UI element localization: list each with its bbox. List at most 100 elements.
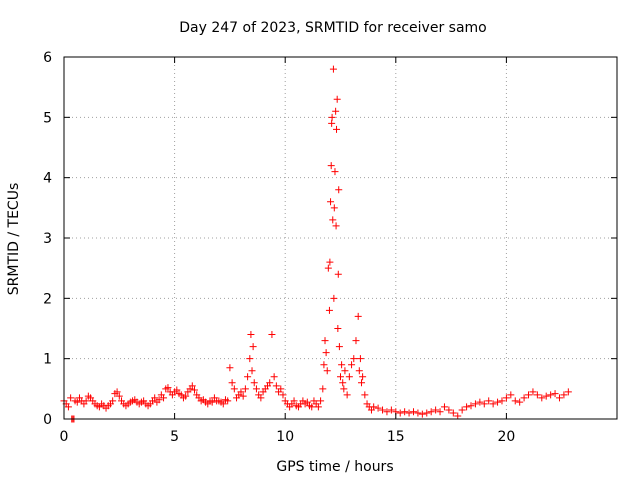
data-points <box>60 65 572 423</box>
data-point <box>188 382 196 390</box>
data-point <box>323 367 331 375</box>
y-tick-label: 2 <box>43 291 52 307</box>
data-point <box>560 391 568 399</box>
y-tick-label: 0 <box>43 412 52 428</box>
data-point <box>334 325 342 332</box>
data-point <box>279 391 287 399</box>
x-tick-label: 15 <box>387 429 405 445</box>
data-point <box>325 306 333 314</box>
data-point <box>151 394 159 402</box>
data-point <box>272 382 280 390</box>
data-point <box>330 204 338 212</box>
data-point <box>511 397 519 405</box>
y-tick-label: 3 <box>43 231 52 247</box>
data-point <box>326 258 334 266</box>
data-point <box>327 162 335 170</box>
data-point <box>333 125 341 133</box>
data-point <box>239 392 247 400</box>
data-point <box>547 391 555 399</box>
data-point <box>350 355 358 363</box>
grid <box>64 57 617 419</box>
x-tick-label: 5 <box>170 429 179 445</box>
data-point <box>321 337 329 345</box>
data-point <box>454 412 462 420</box>
data-point <box>352 337 360 345</box>
data-point <box>476 398 484 406</box>
data-point <box>370 403 378 411</box>
data-point <box>113 388 121 396</box>
data-point <box>445 406 453 414</box>
data-point <box>502 394 510 402</box>
data-point <box>361 391 369 399</box>
data-point <box>564 388 572 396</box>
axis-ticks: 0 5 10 15 20 0 1 2 3 4 5 6 <box>43 50 617 445</box>
data-point <box>319 385 327 393</box>
data-point <box>334 270 342 278</box>
data-point <box>339 379 347 387</box>
data-point <box>498 397 506 405</box>
data-point <box>320 361 328 369</box>
data-point <box>343 391 351 399</box>
data-point <box>228 379 236 387</box>
data-point <box>341 367 349 375</box>
data-point <box>82 397 90 405</box>
data-point <box>160 394 168 402</box>
data-point <box>219 400 227 408</box>
y-tick-label: 6 <box>43 50 52 66</box>
data-point <box>427 408 435 416</box>
data-point <box>335 186 343 194</box>
data-point <box>494 398 502 406</box>
data-point <box>337 373 344 381</box>
data-point <box>329 216 337 224</box>
data-point <box>244 373 252 381</box>
data-point <box>191 386 199 394</box>
data-point <box>538 394 546 402</box>
data-point <box>241 385 249 393</box>
data-point <box>542 392 550 400</box>
data-point <box>485 397 493 405</box>
data-point <box>328 113 336 121</box>
data-point <box>314 403 322 411</box>
data-point <box>489 400 497 408</box>
data-point <box>533 391 541 399</box>
data-point <box>249 343 257 351</box>
data-point <box>328 119 336 127</box>
data-point <box>277 385 285 393</box>
data-point <box>440 403 448 411</box>
data-point <box>383 408 391 416</box>
data-point <box>449 409 457 417</box>
data-point <box>401 408 409 416</box>
data-point <box>355 367 363 375</box>
y-axis-title: SRMTID / TECUs <box>6 183 22 296</box>
data-point <box>308 403 316 411</box>
data-point <box>396 409 404 417</box>
data-point <box>252 385 260 393</box>
data-point <box>248 367 256 375</box>
data-point <box>436 408 444 416</box>
data-point <box>335 343 343 351</box>
data-point <box>330 294 338 302</box>
data-point <box>356 355 364 363</box>
data-point <box>246 355 254 363</box>
data-point <box>405 409 413 417</box>
data-point <box>458 406 466 414</box>
data-point <box>329 65 337 73</box>
data-point <box>463 403 471 411</box>
data-point <box>471 400 479 408</box>
data-point <box>290 397 298 405</box>
data-point <box>332 107 340 115</box>
data-point <box>208 398 216 406</box>
x-tick-label: 10 <box>276 429 294 445</box>
data-point <box>230 385 238 393</box>
data-point <box>414 409 422 417</box>
data-point <box>338 361 346 369</box>
data-point <box>348 361 356 369</box>
data-point <box>182 392 190 400</box>
data-point <box>354 312 362 320</box>
data-point <box>516 398 524 406</box>
data-point <box>480 400 488 408</box>
data-point <box>322 349 330 357</box>
data-point <box>67 394 75 402</box>
y-tick-label: 4 <box>43 171 52 187</box>
